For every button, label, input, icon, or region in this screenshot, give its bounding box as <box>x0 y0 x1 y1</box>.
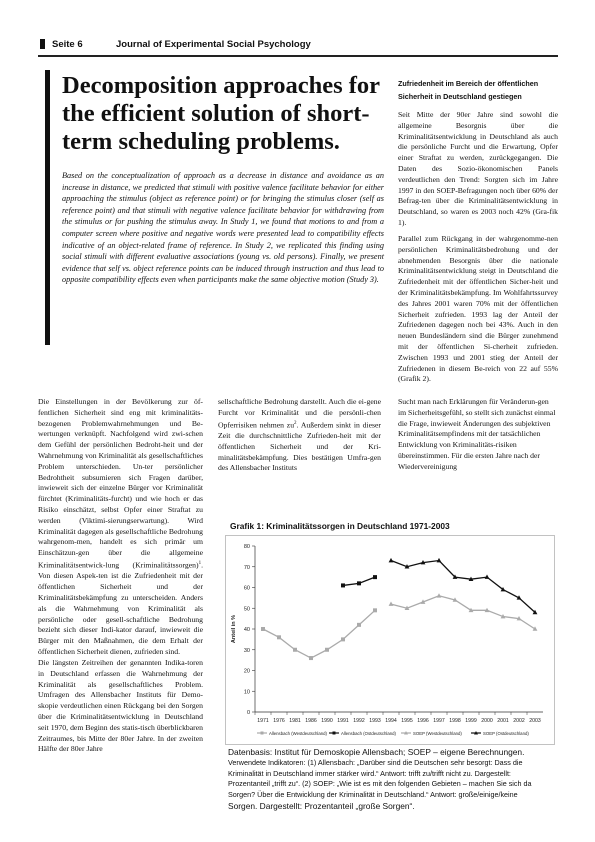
data-point <box>420 560 426 565</box>
data-point <box>468 576 474 581</box>
data-point <box>516 595 522 600</box>
y-tick-label: 30 <box>244 648 250 654</box>
legend-marker <box>332 731 336 735</box>
data-point <box>373 608 377 613</box>
x-tick-label: 1986 <box>305 718 317 724</box>
series-line <box>390 559 536 613</box>
journal-name: Journal of Experimental Social Psycholog… <box>116 39 311 50</box>
legend-label: SOEP (Westdeutschland) <box>413 731 462 736</box>
x-tick-label: 1992 <box>353 718 365 724</box>
data-point <box>357 622 361 627</box>
column-2-paragraph: sellschaftliche Bedrohung darstellt. Auc… <box>218 397 381 474</box>
data-point <box>341 583 345 588</box>
data-point <box>373 575 377 580</box>
data-point <box>404 564 410 569</box>
caption-end: Sorgen. Dargestellt: Prozentanteil „groß… <box>228 800 415 811</box>
series-line <box>262 609 376 659</box>
x-tick-label: 1976 <box>273 718 285 724</box>
data-point <box>532 609 538 615</box>
legend-label: SOEP (Ostdeutschland) <box>483 731 529 736</box>
caption-indicators: Verwendete Indikatoren: (1) Allensbach: … <box>228 757 532 800</box>
data-point <box>452 597 458 602</box>
data-point <box>500 586 506 592</box>
x-tick-label: 1993 <box>369 718 381 724</box>
data-point <box>293 647 297 652</box>
data-point <box>436 593 442 598</box>
right-paragraph-1: Seit Mitte der 90er Jahre sind sowohl di… <box>398 110 558 227</box>
footnote-ref-2: 2 <box>294 420 297 426</box>
data-point <box>325 647 329 652</box>
data-point <box>452 574 458 579</box>
column-1-text-b: . Von diesen Aspek-ten ist die Zufrieden… <box>38 560 203 656</box>
title-sidebar-bar <box>45 70 50 345</box>
column-2-text-a: sellschaftliche Bedrohung darstellt. Auc… <box>218 397 381 430</box>
x-tick-label: 1998 <box>449 718 461 724</box>
data-point <box>420 599 426 604</box>
data-point <box>277 635 281 640</box>
header-rule <box>38 55 558 57</box>
line-chart: 0 10 20 30 40 50 60 70 80 1971 1976 1981 1986 1990 199… <box>225 535 555 745</box>
data-point <box>404 605 410 611</box>
x-tick-label: 1981 <box>289 718 301 724</box>
data-point <box>388 557 394 563</box>
data-point <box>484 574 490 579</box>
page-number: Seite 6 <box>52 39 83 50</box>
data-point <box>516 616 522 621</box>
legend-marker <box>260 731 264 735</box>
x-tick-label: 2000 <box>481 718 493 724</box>
y-axis-label: Anteil in % <box>231 615 237 643</box>
legend-marker <box>404 731 408 735</box>
y-tick-label: 80 <box>244 544 250 550</box>
right-paragraph-2: Parallel zum Rückgang in der wahrgenomme… <box>398 234 558 384</box>
abstract: Based on the conceptualization of approa… <box>62 171 384 285</box>
data-point <box>484 607 490 613</box>
x-tick-label: 1991 <box>337 718 349 724</box>
x-tick-label: 2003 <box>529 718 541 724</box>
legend-marker <box>474 731 478 735</box>
data-point <box>468 607 474 613</box>
data-point <box>532 626 538 631</box>
article-title: Decomposition approaches for the efficie… <box>62 72 380 155</box>
chart-frame <box>225 535 555 745</box>
legend-label: Allensbach (Westdeutschland) <box>269 731 328 736</box>
x-tick-label: 1997 <box>433 718 445 724</box>
y-tick-label: 0 <box>247 710 250 716</box>
y-tick-label: 40 <box>244 627 250 633</box>
legend-label: Allensbach (Ostdeutschland) <box>341 731 397 736</box>
data-point <box>309 656 313 661</box>
y-tick-label: 50 <box>244 606 250 612</box>
series-line <box>390 595 536 630</box>
x-tick-label: 2002 <box>513 718 525 724</box>
column-1-paragraph-1: Die Einstellungen in der Bevölkerung zur… <box>38 397 203 658</box>
column-3-paragraph: Sucht man nach Erklärungen für Veränderu… <box>398 397 556 471</box>
x-tick-label: 1996 <box>417 718 429 724</box>
data-point <box>388 601 394 606</box>
y-tick-label: 10 <box>244 689 250 695</box>
data-point <box>341 637 345 642</box>
caption-data-source: Datenbasis: Institut für Demoskopie Alle… <box>228 747 525 757</box>
x-tick-label: 1995 <box>401 718 413 724</box>
column-1-paragraph-2: Die längsten Zeitreihen der genannten In… <box>38 658 203 754</box>
x-tick-label: 1990 <box>321 718 333 724</box>
chart-title: Grafik 1: Kriminalitätssorgen in Deutsch… <box>230 521 450 531</box>
column-1-text-a: Die Einstellungen in der Bevölkerung zur… <box>38 397 203 570</box>
footnote-ref-1: 1 <box>198 560 202 566</box>
x-tick-label: 1994 <box>385 718 397 724</box>
column-2-text-b: . Außerdem sinkt in dieser Zeit die durc… <box>218 420 381 473</box>
y-tick-label: 20 <box>244 669 250 675</box>
x-tick-label: 2001 <box>497 718 509 724</box>
y-tick-label: 60 <box>244 586 250 592</box>
data-point <box>436 557 442 563</box>
header-marker <box>40 39 45 49</box>
section-heading: Zufriedenheit im Bereich der öffentliche… <box>398 79 539 101</box>
data-point <box>357 581 361 586</box>
y-tick-label: 70 <box>244 565 250 571</box>
x-tick-label: 1999 <box>465 718 477 724</box>
chart-caption: Datenbasis: Institut für Demoskopie Alle… <box>228 747 550 812</box>
x-tick-label: 1971 <box>257 718 269 724</box>
data-point <box>500 613 506 619</box>
chart-plot-area: 0 10 20 30 40 50 60 70 80 1971 1976 1981 1986 1990 199… <box>231 544 543 736</box>
data-point <box>261 627 265 631</box>
